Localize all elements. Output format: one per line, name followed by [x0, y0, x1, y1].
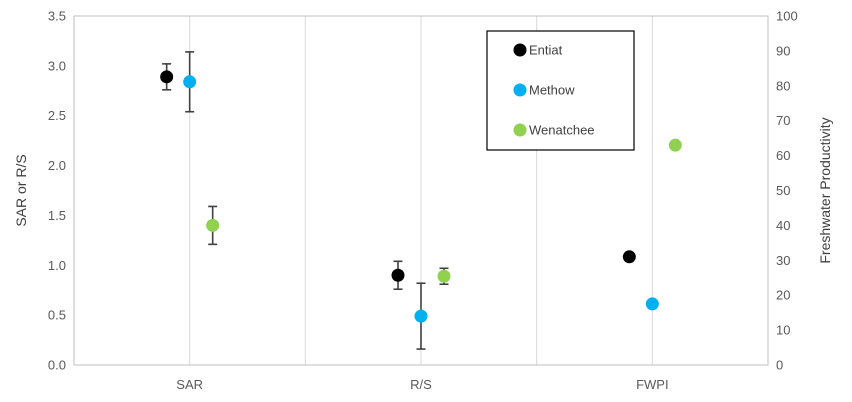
right-axis-title: Freshwater Productivity — [817, 117, 833, 263]
legend-label-wenatchee: Wenatchee — [529, 123, 595, 138]
point-entiat-rs — [391, 268, 405, 282]
point-wenatchee-rs — [437, 269, 451, 283]
left-tick-label: 3.0 — [48, 58, 66, 73]
data-marks — [160, 51, 682, 350]
right-tick-label: 30 — [776, 253, 790, 268]
left-tick-label: 2.0 — [48, 158, 66, 173]
left-tick-label: 1.0 — [48, 258, 66, 273]
right-tick-label: 40 — [776, 218, 790, 233]
right-tick-label: 0 — [776, 358, 783, 373]
left-tick-label: 3.5 — [48, 9, 66, 24]
right-tick-label: 90 — [776, 43, 790, 58]
point-methow-rs — [414, 309, 428, 323]
legend-marker-wenatchee — [513, 123, 527, 137]
legend-box — [486, 30, 635, 151]
category-labels: SAR R/S FWPI — [176, 377, 668, 392]
point-methow-sar — [183, 75, 197, 89]
category-label: SAR — [176, 377, 203, 392]
point-entiat-fwpi — [622, 250, 636, 264]
category-label: R/S — [410, 377, 432, 392]
right-tick-label: 100 — [776, 9, 798, 24]
legend-label-methow: Methow — [529, 83, 575, 98]
left-tick-label: 0.0 — [48, 358, 66, 373]
plot-area-border — [73, 15, 769, 366]
legend-marker-entiat — [513, 43, 527, 57]
right-tick-label: 60 — [776, 148, 790, 163]
left-axis-title: SAR or R/S — [13, 154, 29, 226]
legend: Entiat Methow Wenatchee — [486, 30, 635, 151]
right-tick-label: 70 — [776, 113, 790, 128]
right-tick-label: 80 — [776, 78, 790, 93]
left-axis-ticks: 0.0 0.5 1.0 1.5 2.0 2.5 3.0 3.5 — [48, 9, 66, 373]
right-axis-ticks: 0 10 20 30 40 50 60 70 80 90 100 — [776, 9, 798, 373]
point-wenatchee-fwpi — [668, 138, 682, 152]
left-tick-label: 0.5 — [48, 308, 66, 323]
point-entiat-sar — [160, 70, 174, 84]
point-methow-fwpi — [645, 297, 659, 311]
left-tick-label: 1.5 — [48, 208, 66, 223]
right-tick-label: 50 — [776, 183, 790, 198]
right-tick-label: 10 — [776, 323, 790, 338]
legend-marker-methow — [513, 83, 527, 97]
right-tick-label: 20 — [776, 288, 790, 303]
point-wenatchee-sar — [206, 218, 220, 232]
category-label: FWPI — [636, 377, 669, 392]
legend-label-entiat: Entiat — [529, 43, 563, 58]
left-tick-label: 2.5 — [48, 108, 66, 123]
